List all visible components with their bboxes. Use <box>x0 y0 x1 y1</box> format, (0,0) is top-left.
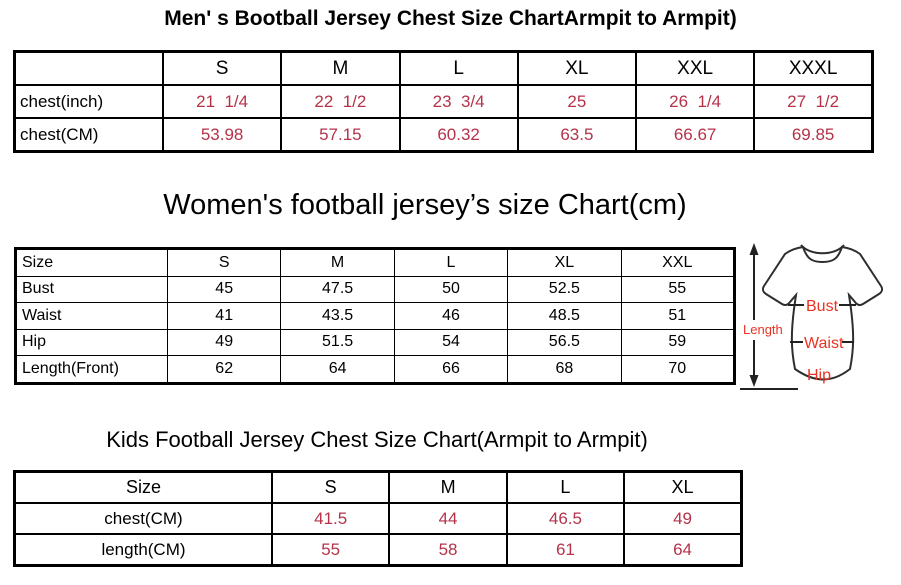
header-row: Size S M L XL XXL <box>15 248 736 277</box>
column-header: XXL <box>634 50 756 86</box>
kids-size-table: Size S M L XL chest(CM) 41.5 44 46.5 49 length(CM)… <box>13 470 743 567</box>
waist-label: Waist <box>804 335 844 352</box>
women-chart-title: Women's football jersey’s size Chart(cm) <box>163 189 687 221</box>
table-row: chest(CM) 53.98 57.15 60.32 63.5 66.67 69.85 <box>13 117 874 153</box>
row-label: chest(CM) <box>13 117 164 153</box>
row-label: Bust <box>15 275 168 303</box>
column-header: L <box>505 470 626 504</box>
table-cell: 62 <box>166 355 282 384</box>
row-label: Waist <box>15 302 168 330</box>
column-header: L <box>393 248 509 277</box>
table-cell: 41 <box>166 302 282 330</box>
table-cell: 27 1/2 <box>753 84 874 119</box>
table-cell: 43.5 <box>280 302 395 330</box>
table-cell: 57.15 <box>280 117 401 153</box>
column-header <box>13 50 164 86</box>
men-size-table: S M L XL XXL XXXL chest(inch) 21 1/4 22 1/2 23 3/… <box>13 50 874 153</box>
table-cell: 44 <box>388 502 508 535</box>
table-cell: 49 <box>623 502 743 535</box>
tshirt-collar-icon <box>800 244 845 255</box>
table-cell: 70 <box>620 355 736 384</box>
table-cell: 55 <box>270 533 391 567</box>
table-cell: 63.5 <box>516 117 638 153</box>
table-cell: 52.5 <box>507 275 622 303</box>
row-label: chest(CM) <box>13 502 273 535</box>
table-cell: 21 1/4 <box>161 84 283 119</box>
column-header: S <box>270 470 391 504</box>
table-cell: 22 1/2 <box>280 84 401 119</box>
table-cell: 59 <box>620 328 736 356</box>
table-cell: 51.5 <box>280 328 395 356</box>
column-header: M <box>280 50 401 86</box>
table-cell: 46.5 <box>505 502 626 535</box>
table-row: Waist 41 43.5 46 48.5 51 <box>15 302 736 330</box>
column-header: XXXL <box>753 50 874 86</box>
table-cell: 45 <box>166 275 282 303</box>
table-cell: 23 3/4 <box>398 84 519 119</box>
column-header: XL <box>623 470 743 504</box>
column-header: L <box>398 50 519 86</box>
table-cell: 61 <box>505 533 626 567</box>
length-label: Length <box>743 322 783 337</box>
table-cell: 64 <box>280 355 395 384</box>
table-row: Bust 45 47.5 50 52.5 55 <box>15 275 736 303</box>
column-header: Size <box>13 470 273 504</box>
header-row: Size S M L XL <box>13 470 743 504</box>
women-size-table: Size S M L XL XXL Bust 45 47.5 50 52.5 55 Waist 41 43.… <box>14 247 736 385</box>
column-header: S <box>161 50 283 86</box>
column-header: XL <box>516 50 638 86</box>
table-row: Hip 49 51.5 54 56.5 59 <box>15 328 736 356</box>
table-cell: 51 <box>620 302 736 330</box>
table-cell: 47.5 <box>280 275 395 303</box>
column-header: S <box>166 248 282 277</box>
table-cell: 50 <box>393 275 509 303</box>
table-cell: 55 <box>620 275 736 303</box>
table-row: Length(Front) 62 64 66 68 70 <box>15 355 736 384</box>
men-chart-title: Men' s Bootball Jersey Chest Size ChartA… <box>164 7 737 30</box>
table-cell: 41.5 <box>270 502 391 535</box>
column-header: M <box>280 248 395 277</box>
row-label: Length(Front) <box>15 355 168 384</box>
column-header: Size <box>15 248 168 277</box>
table-row: chest(inch) 21 1/4 22 1/2 23 3/4 25 26 1/4 27 … <box>13 84 874 119</box>
column-header: XL <box>507 248 622 277</box>
table-cell: 26 1/4 <box>634 84 756 119</box>
table-cell: 46 <box>393 302 509 330</box>
row-label: Hip <box>15 328 168 356</box>
row-label: chest(inch) <box>13 84 164 119</box>
column-header: M <box>388 470 508 504</box>
table-cell: 25 <box>516 84 638 119</box>
table-cell: 48.5 <box>507 302 622 330</box>
tshirt-measurement-diagram: Length Bust Waist Hip <box>740 237 901 395</box>
table-cell: 53.98 <box>161 117 283 153</box>
header-row: S M L XL XXL XXXL <box>13 50 874 86</box>
row-label: length(CM) <box>13 533 273 567</box>
length-arrow-icon <box>740 243 798 390</box>
hip-label: Hip <box>807 367 831 384</box>
tshirt-diagram-svg: Length Bust Waist Hip <box>740 243 884 390</box>
table-cell: 58 <box>388 533 508 567</box>
table-cell: 69.85 <box>753 117 874 153</box>
table-cell: 49 <box>166 328 282 356</box>
table-cell: 60.32 <box>398 117 519 153</box>
bust-label: Bust <box>806 298 839 315</box>
kids-chart-title: Kids Football Jersey Chest Size Chart(Ar… <box>106 427 648 452</box>
table-cell: 56.5 <box>507 328 622 356</box>
column-header: XXL <box>620 248 736 277</box>
table-row: chest(CM) 41.5 44 46.5 49 <box>13 502 743 535</box>
table-cell: 64 <box>623 533 743 567</box>
table-cell: 54 <box>393 328 509 356</box>
table-cell: 66 <box>393 355 509 384</box>
table-cell: 66.67 <box>634 117 756 153</box>
table-row: length(CM) 55 58 61 64 <box>13 533 743 567</box>
table-cell: 68 <box>507 355 622 384</box>
